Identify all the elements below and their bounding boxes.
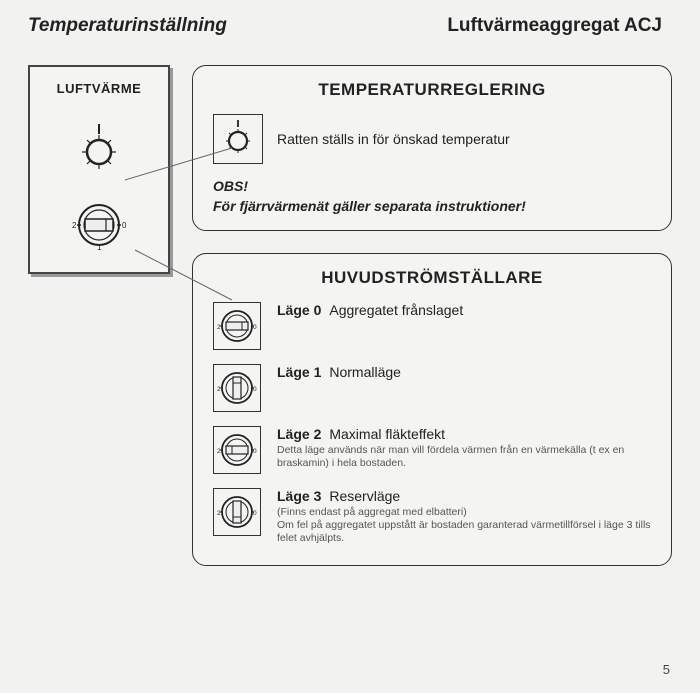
- svg-text:0: 0: [253, 448, 257, 455]
- page-title-left: Temperaturinställning: [28, 15, 227, 37]
- switch-pos1-icon: 2 0: [213, 364, 261, 412]
- svg-text:2: 2: [72, 221, 77, 230]
- pos0-desc: Aggregatet frånslaget: [329, 302, 463, 318]
- temperature-box: TEMPERATURREGLERING: [192, 65, 672, 231]
- position-row-2: 2 0 Läge 2 Maximal f: [213, 426, 651, 474]
- pos2-desc: Maximal fläkteffekt: [329, 426, 445, 442]
- position-row-0: 2 0 Läge 0 Aggregate: [213, 302, 651, 350]
- pos2-label: Läge 2: [277, 426, 321, 442]
- control-panel: LUFTVÄRME: [28, 65, 170, 274]
- pos0-label: Läge 0: [277, 302, 321, 318]
- svg-text:0: 0: [253, 386, 257, 393]
- temp-instruction: Ratten ställs in för önskad temperatur: [277, 131, 510, 147]
- pos1-desc: Normalläge: [329, 364, 401, 380]
- page-title-right: Luftvärmeaggregat ACJ: [447, 15, 662, 37]
- position-row-3: 2 0 Läge 3 Reservläg: [213, 488, 651, 545]
- svg-text:2: 2: [217, 324, 221, 331]
- thermostat-dial-icon: [40, 124, 158, 174]
- main-switch-title: HUVUDSTRÖMSTÄLLARE: [213, 268, 651, 288]
- svg-text:0: 0: [253, 324, 257, 331]
- pos1-label: Läge 1: [277, 364, 321, 380]
- pos3-label: Läge 3: [277, 488, 321, 504]
- switch-pos2-icon: 2 0: [213, 426, 261, 474]
- main-switch-box: HUVUDSTRÖMSTÄLLARE 2 0: [192, 253, 672, 566]
- panel-title: LUFTVÄRME: [40, 81, 158, 96]
- svg-text:2: 2: [217, 448, 221, 455]
- pos3-sub: (Finns endast på aggregat med elbatteri)…: [277, 506, 651, 545]
- svg-text:0: 0: [122, 221, 127, 230]
- switch-pos3-icon: 2 0: [213, 488, 261, 536]
- svg-text:2: 2: [217, 386, 221, 393]
- thermostat-small-icon: [213, 114, 263, 164]
- obs-label: OBS!: [213, 178, 651, 194]
- temp-box-title: TEMPERATURREGLERING: [213, 80, 651, 100]
- page-number: 5: [663, 662, 670, 677]
- main-switch-icon: 2 0 1: [40, 198, 158, 252]
- pos2-sub: Detta läge används när man vill fördela …: [277, 444, 651, 470]
- obs-text: För fjärrvärmenät gäller separata instru…: [213, 198, 651, 214]
- position-row-1: 2 0 Läge 1 Normalläg: [213, 364, 651, 412]
- svg-text:2: 2: [217, 510, 221, 517]
- svg-text:0: 0: [253, 510, 257, 517]
- pos3-desc: Reservläge: [329, 488, 400, 504]
- switch-pos0-icon: 2 0: [213, 302, 261, 350]
